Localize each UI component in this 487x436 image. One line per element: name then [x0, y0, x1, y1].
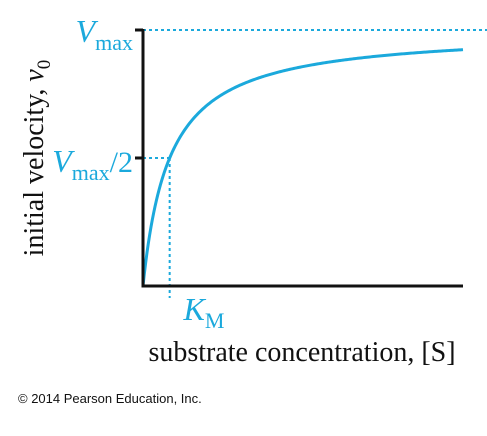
half-vmax-label: Vmax/2: [52, 143, 133, 185]
km-label: KM: [183, 291, 225, 333]
copyright-text: © 2014 Pearson Education, Inc.: [18, 391, 202, 406]
vmax-label: Vmax: [76, 13, 133, 55]
y-axis-title: initial velocity, v0: [19, 60, 55, 257]
x-axis-title: substrate concentration, [S]: [148, 337, 455, 368]
saturation-curve: [141, 48, 464, 287]
